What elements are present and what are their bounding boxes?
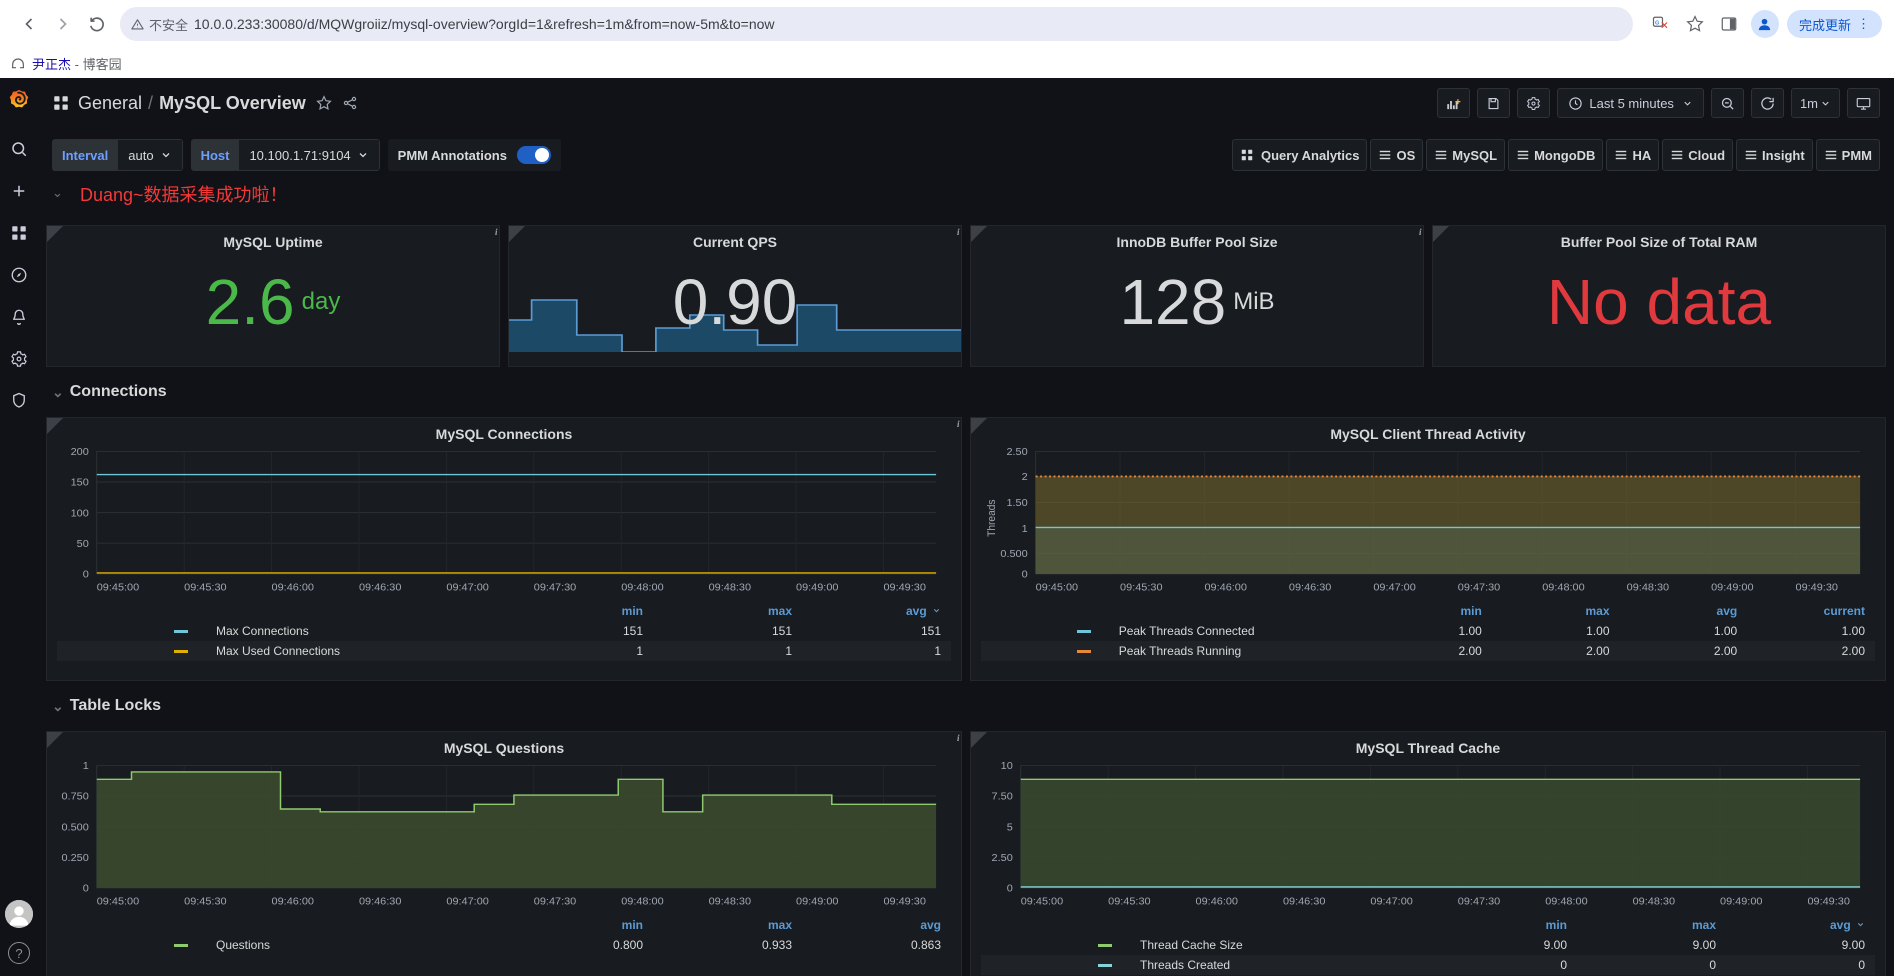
svg-text:09:46:00: 09:46:00: [272, 582, 315, 594]
svg-text:09:49:00: 09:49:00: [1711, 582, 1754, 594]
svg-text:50: 50: [77, 538, 89, 550]
svg-text:09:49:30: 09:49:30: [1807, 896, 1850, 908]
svg-text:0.750: 0.750: [61, 791, 88, 803]
svg-text:09:48:30: 09:48:30: [709, 896, 752, 908]
svg-text:2: 2: [1022, 471, 1028, 483]
svg-text:7.50: 7.50: [992, 791, 1013, 803]
svg-text:09:48:00: 09:48:00: [621, 896, 664, 908]
svg-text:09:46:30: 09:46:30: [1283, 896, 1326, 908]
svg-text:0.250: 0.250: [61, 852, 88, 864]
svg-text:09:49:30: 09:49:30: [883, 582, 926, 594]
svg-text:2.50: 2.50: [992, 852, 1013, 864]
svg-text:G: G: [1655, 20, 1660, 26]
svg-text:0.500: 0.500: [1000, 548, 1027, 560]
svg-text:1: 1: [1022, 523, 1028, 535]
svg-text:09:46:00: 09:46:00: [272, 896, 315, 908]
svg-text:0: 0: [83, 569, 89, 581]
svg-text:09:47:00: 09:47:00: [446, 896, 489, 908]
svg-text:09:47:30: 09:47:30: [1458, 582, 1501, 594]
svg-text:2.50: 2.50: [1006, 446, 1027, 458]
svg-text:09:48:00: 09:48:00: [1542, 582, 1585, 594]
svg-text:09:48:30: 09:48:30: [1633, 896, 1676, 908]
svg-text:09:47:30: 09:47:30: [534, 896, 577, 908]
svg-text:0: 0: [1007, 883, 1013, 895]
svg-text:09:47:30: 09:47:30: [534, 582, 577, 594]
svg-text:09:46:30: 09:46:30: [1289, 582, 1332, 594]
svg-text:09:45:00: 09:45:00: [1036, 582, 1079, 594]
svg-text:09:45:30: 09:45:30: [1108, 896, 1151, 908]
svg-text:1: 1: [83, 760, 89, 772]
svg-text:Threads: Threads: [986, 500, 998, 537]
svg-text:09:47:00: 09:47:00: [1370, 896, 1413, 908]
svg-text:09:45:30: 09:45:30: [184, 896, 227, 908]
svg-text:09:46:00: 09:46:00: [1205, 582, 1248, 594]
svg-text:0: 0: [1022, 569, 1028, 581]
svg-text:0: 0: [83, 883, 89, 895]
svg-text:09:46:30: 09:46:30: [359, 582, 402, 594]
svg-text:09:48:30: 09:48:30: [1627, 582, 1670, 594]
svg-text:09:48:00: 09:48:00: [1545, 896, 1588, 908]
svg-text:09:49:30: 09:49:30: [1796, 582, 1839, 594]
svg-text:09:45:30: 09:45:30: [184, 582, 227, 594]
svg-text:09:46:30: 09:46:30: [359, 896, 402, 908]
svg-text:09:47:30: 09:47:30: [1458, 896, 1501, 908]
svg-text:09:49:30: 09:49:30: [883, 896, 926, 908]
svg-text:1.50: 1.50: [1006, 497, 1027, 509]
svg-text:10: 10: [1001, 760, 1013, 772]
svg-text:09:45:00: 09:45:00: [1021, 896, 1064, 908]
svg-text:09:47:00: 09:47:00: [1373, 582, 1416, 594]
svg-text:09:48:30: 09:48:30: [709, 582, 752, 594]
svg-text:150: 150: [71, 477, 89, 489]
svg-text:0.500: 0.500: [61, 822, 88, 834]
svg-text:200: 200: [71, 446, 89, 458]
svg-text:09:48:00: 09:48:00: [621, 582, 664, 594]
svg-text:09:46:00: 09:46:00: [1196, 896, 1239, 908]
svg-text:09:45:00: 09:45:00: [97, 582, 140, 594]
svg-text:09:45:00: 09:45:00: [97, 896, 140, 908]
svg-text:09:49:00: 09:49:00: [1720, 896, 1763, 908]
svg-text:09:47:00: 09:47:00: [446, 582, 489, 594]
svg-text:09:45:30: 09:45:30: [1120, 582, 1163, 594]
svg-text:5: 5: [1007, 822, 1013, 834]
svg-text:09:49:00: 09:49:00: [796, 896, 839, 908]
svg-text:100: 100: [71, 508, 89, 520]
svg-text:09:49:00: 09:49:00: [796, 582, 839, 594]
